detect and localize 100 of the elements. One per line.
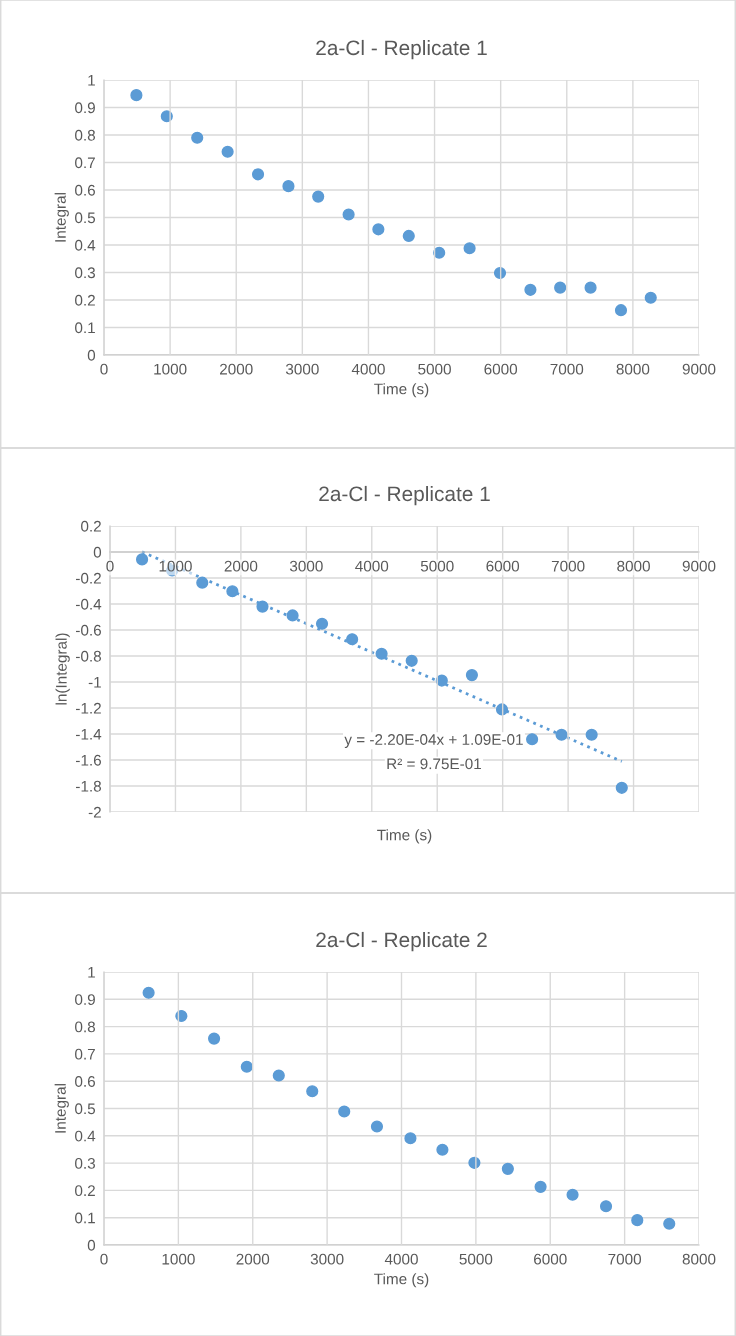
point — [501, 1162, 514, 1175]
x-tick-label: 8000 — [617, 560, 650, 572]
point — [554, 281, 567, 294]
y-tick-label: 0.9 — [75, 994, 95, 1005]
point — [599, 1200, 613, 1213]
y-tick-label: 0.2 — [75, 294, 95, 306]
y-tick-label: 0 — [93, 546, 102, 558]
x-tick-label: 9000 — [682, 560, 716, 572]
x-tick-label: 6000 — [486, 560, 520, 572]
point — [566, 1188, 579, 1201]
x-tick-label: 8000 — [682, 1253, 716, 1265]
y-tick-label: 0.1 — [75, 1212, 95, 1224]
y-axis-title: Integral — [54, 1084, 69, 1133]
x-tick-label: 7000 — [608, 1253, 642, 1265]
x-tick-label: 3000 — [285, 363, 319, 375]
y-tick-label: 0.6 — [75, 184, 95, 196]
x-tick-label: 3000 — [310, 1253, 344, 1265]
x-axis-title: Time (s) — [374, 383, 429, 398]
x-tick-label: 1000 — [154, 363, 187, 375]
y-tick-label: 0.5 — [75, 1103, 96, 1115]
point — [585, 728, 598, 741]
y-tick-label: -2 — [88, 806, 101, 818]
point — [534, 1180, 547, 1193]
annotation: y = -2.20E-04x + 1.09E-01 — [344, 734, 523, 748]
y-tick-label: 0.7 — [75, 1048, 95, 1060]
y-tick-label: 0.1 — [75, 322, 95, 334]
y-tick-label: 0.8 — [75, 129, 95, 141]
x-tick-label: 4000 — [351, 363, 385, 375]
y-tick-label: -1.2 — [76, 702, 101, 714]
y-tick-label: -0.4 — [76, 598, 102, 610]
x-tick-label: 1000 — [162, 1253, 195, 1265]
annotation: R² = 9.75E-01 — [387, 758, 481, 770]
point — [251, 168, 265, 181]
point — [315, 617, 329, 630]
x-tick-label: 7000 — [550, 363, 584, 375]
point — [404, 1132, 417, 1145]
y-axis-title: ln(Integral) — [55, 633, 70, 705]
y-tick-label: -1 — [88, 677, 101, 688]
x-tick-label: 8000 — [616, 363, 650, 375]
point — [493, 266, 507, 280]
x-tick-label: 5000 — [459, 1253, 493, 1265]
x-axis-title: Time (s) — [377, 829, 432, 844]
x-tick-label: 7000 — [551, 560, 585, 572]
point — [135, 553, 149, 566]
x-tick-label: 9000 — [682, 363, 716, 375]
point — [196, 576, 209, 589]
y-tick-label: 0.7 — [75, 157, 95, 169]
point — [372, 223, 385, 236]
point — [375, 647, 388, 660]
y-tick-label: -1.6 — [76, 754, 101, 766]
point — [286, 609, 299, 622]
x-tick-label: 5000 — [418, 363, 451, 375]
point — [402, 229, 415, 242]
point — [240, 1060, 253, 1073]
x-tick-label: 0 — [106, 560, 114, 572]
x-tick-label: 6000 — [534, 1253, 567, 1265]
point — [463, 242, 476, 255]
point — [436, 1143, 449, 1156]
y-tick-label: -0.2 — [76, 572, 101, 584]
y-tick-label: 0.9 — [75, 102, 95, 114]
point — [256, 600, 269, 613]
y-tick-label: 0.3 — [75, 267, 95, 279]
point — [405, 654, 418, 667]
point — [312, 190, 325, 203]
x-tick-label: 4000 — [355, 560, 389, 572]
y-tick-label: -1.4 — [76, 729, 102, 740]
y-tick-label: 0.3 — [75, 1157, 95, 1169]
point — [663, 1217, 676, 1230]
point — [584, 281, 597, 294]
x-tick-label: 2000 — [220, 363, 253, 375]
y-tick-label: 0.8 — [75, 1021, 95, 1033]
point — [433, 246, 446, 259]
point — [346, 633, 359, 646]
point — [555, 728, 568, 741]
y-tick-label: 0.2 — [81, 520, 101, 532]
point — [282, 180, 295, 193]
point — [342, 208, 355, 221]
y-tick-label: 0 — [87, 1239, 96, 1251]
x-tick-label: 6000 — [484, 363, 518, 375]
point — [465, 669, 478, 682]
chart-title: 2a-Cl - Replicate 1 — [319, 485, 490, 506]
y-axis-title: Integral — [54, 193, 69, 242]
point — [130, 89, 143, 102]
point — [208, 1032, 221, 1045]
point — [338, 1105, 351, 1118]
y-tick-label: -0.8 — [76, 650, 101, 662]
point — [524, 283, 537, 296]
y-tick-label: 0.5 — [75, 212, 96, 224]
point — [370, 1120, 384, 1133]
y-tick-label: 1 — [88, 75, 95, 86]
x-tick-label: 1000 — [159, 560, 192, 572]
point — [306, 1085, 319, 1098]
x-axis-title: Time (s) — [374, 1273, 429, 1288]
y-tick-label: -0.6 — [76, 624, 101, 636]
point — [175, 1009, 188, 1023]
point — [614, 304, 628, 317]
point — [191, 131, 204, 144]
x-tick-label: 5000 — [420, 560, 454, 572]
chart-title: 2a-Cl - Replicate 1 — [316, 39, 487, 60]
point — [226, 585, 239, 598]
